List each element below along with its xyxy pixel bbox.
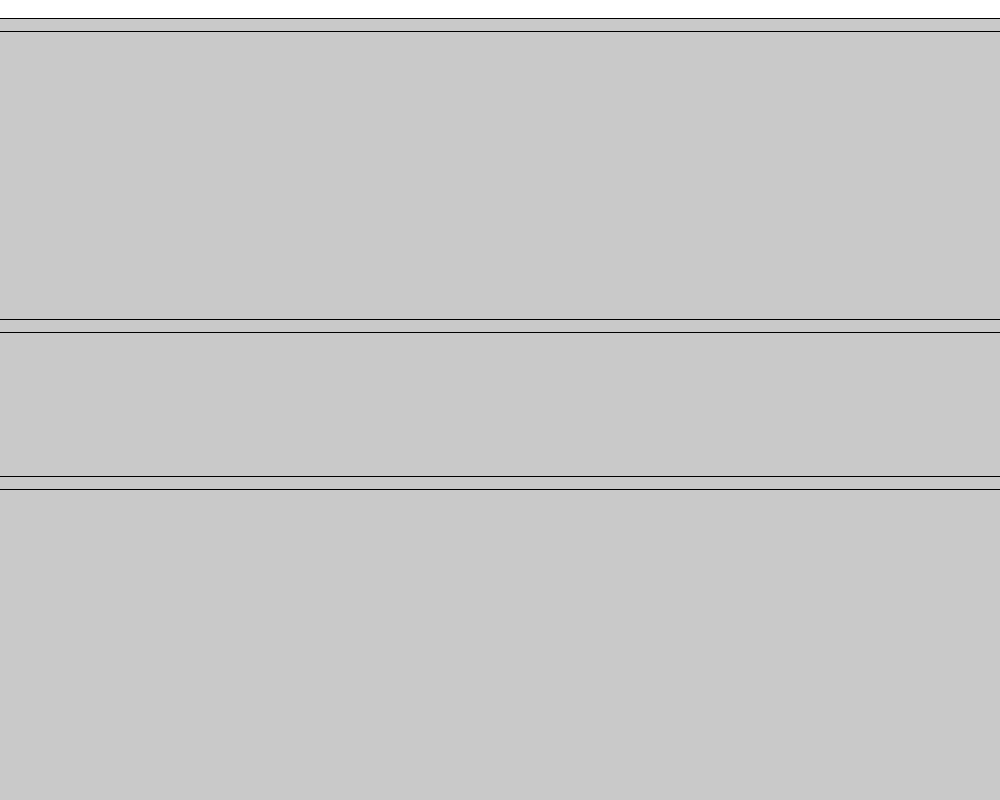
positions-chart[interactable] [0, 333, 1000, 476]
price-chart[interactable] [0, 490, 1000, 780]
price-panel-header[interactable] [0, 476, 1000, 490]
chart-title [0, 0, 1000, 18]
time-axis[interactable] [0, 780, 1000, 800]
positions-panel-header[interactable] [0, 319, 1000, 333]
equity-panel-header[interactable] [0, 18, 1000, 32]
equity-chart[interactable] [0, 32, 1000, 319]
